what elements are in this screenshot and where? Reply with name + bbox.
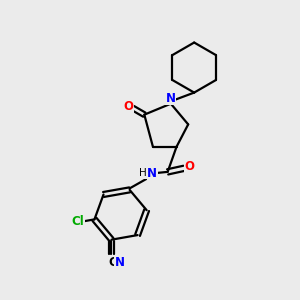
Text: O: O [185, 160, 195, 173]
Text: N: N [115, 256, 125, 269]
Text: O: O [123, 100, 134, 113]
Text: C: C [109, 256, 117, 269]
Text: Cl: Cl [71, 215, 84, 228]
Text: N: N [147, 167, 158, 180]
Text: N: N [166, 92, 176, 105]
Text: H: H [139, 168, 146, 178]
